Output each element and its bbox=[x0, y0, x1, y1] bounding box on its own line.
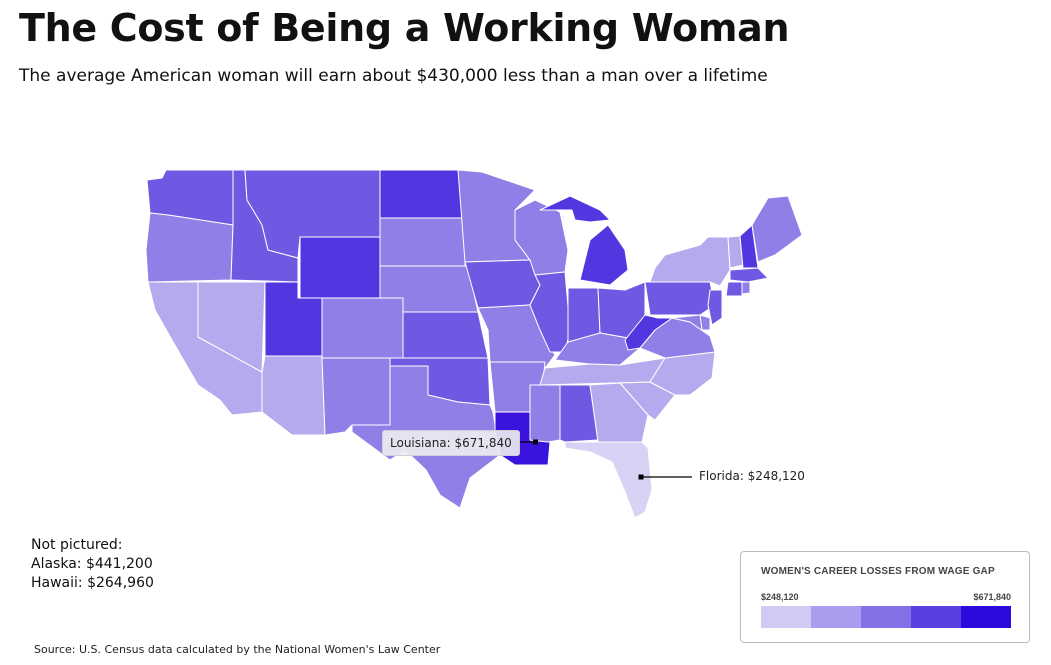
legend-title: WOMEN'S CAREER LOSSES FROM WAGE GAP bbox=[761, 566, 995, 577]
state-GA[interactable] bbox=[589, 382, 649, 443]
legend-min-label: $248,120 bbox=[761, 592, 799, 602]
state-WY[interactable] bbox=[299, 236, 381, 299]
page-subtitle: The average American woman will earn abo… bbox=[19, 66, 768, 86]
alaska-value: Alaska: $441,200 bbox=[31, 556, 153, 572]
state-IL[interactable] bbox=[529, 271, 571, 353]
state-CO[interactable] bbox=[321, 297, 404, 359]
state-ME[interactable] bbox=[751, 195, 803, 263]
legend-max-label: $671,840 bbox=[973, 592, 1011, 602]
legend-swatch-5 bbox=[961, 606, 1011, 628]
state-AZ[interactable] bbox=[261, 355, 326, 436]
state-SD[interactable] bbox=[379, 217, 466, 267]
state-NM[interactable] bbox=[321, 357, 391, 436]
legend-swatch-2 bbox=[811, 606, 861, 628]
legend-swatch-1 bbox=[761, 606, 811, 628]
florida-leader-dot bbox=[638, 474, 644, 480]
state-IA[interactable] bbox=[464, 259, 541, 309]
legend-swatch-4 bbox=[911, 606, 961, 628]
florida-callout: Florida: $248,120 bbox=[699, 469, 805, 483]
page-title: The Cost of Being a Working Woman bbox=[19, 6, 790, 50]
state-WV[interactable] bbox=[624, 314, 673, 351]
not-pictured-note: Not pictured: Alaska: $441,200 Hawaii: $… bbox=[31, 536, 154, 593]
louisiana-leader-dot bbox=[533, 439, 538, 445]
state-CT[interactable] bbox=[725, 281, 743, 297]
state-FL[interactable] bbox=[564, 441, 653, 519]
state-NJ[interactable] bbox=[707, 289, 723, 326]
state-MD[interactable] bbox=[671, 314, 711, 337]
state-MS[interactable] bbox=[529, 384, 561, 443]
map-legend: WOMEN'S CAREER LOSSES FROM WAGE GAP $248… bbox=[740, 551, 1030, 643]
state-KS[interactable] bbox=[402, 311, 489, 359]
state-NY[interactable] bbox=[649, 236, 731, 287]
hawaii-value: Hawaii: $264,960 bbox=[31, 575, 154, 591]
state-ND[interactable] bbox=[379, 169, 466, 219]
state-RI[interactable] bbox=[741, 281, 751, 295]
louisiana-callout: Louisiana: $671,840 bbox=[382, 430, 520, 456]
state-AL[interactable] bbox=[559, 384, 599, 443]
state-SC[interactable] bbox=[619, 381, 676, 421]
not-pictured-heading: Not pictured: bbox=[31, 537, 123, 553]
state-MI[interactable] bbox=[539, 195, 629, 286]
source-note: Source: U.S. Census data calculated by t… bbox=[34, 643, 441, 656]
state-PA[interactable] bbox=[644, 281, 716, 316]
state-MA[interactable] bbox=[729, 267, 769, 283]
legend-swatch-3 bbox=[861, 606, 911, 628]
legend-color-scale bbox=[761, 606, 1011, 628]
state-OR[interactable] bbox=[145, 212, 234, 283]
